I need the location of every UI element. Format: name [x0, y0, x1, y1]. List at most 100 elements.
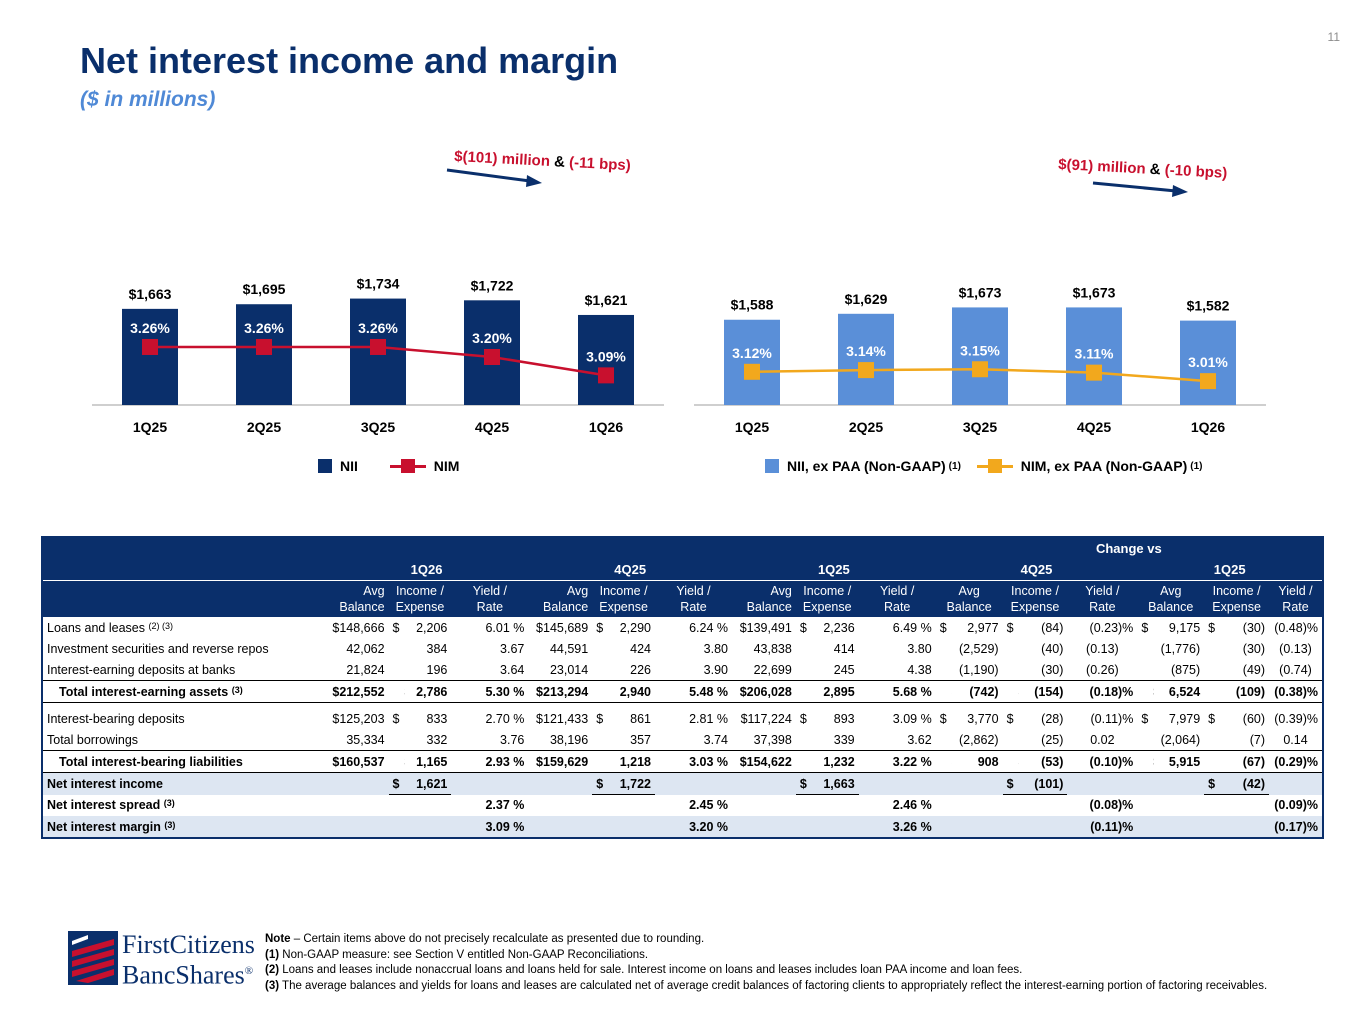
table-cell: $ — [592, 680, 609, 703]
table-header-period: 4Q25 — [935, 559, 1138, 581]
table-cell: $ — [388, 708, 405, 729]
table-cell: $159,629 — [528, 750, 593, 773]
logo-registered-mark: ® — [244, 965, 254, 977]
page-title: Net interest income and margin — [80, 40, 619, 81]
table-header-column: Yield / Rate — [655, 580, 732, 617]
table-cell: $ — [1204, 750, 1221, 773]
footnote-line: (3) The average balances and yields for … — [265, 979, 1325, 995]
table-cell — [1018, 816, 1068, 838]
table-cell: (28) — [1018, 708, 1068, 729]
table-cell — [592, 729, 609, 751]
table-cell: (1,190) — [951, 659, 1003, 681]
table-cell: (7) — [1220, 729, 1270, 751]
table-cell: (60) — [1220, 708, 1270, 729]
row-label-text: Interest-earning deposits at banks — [47, 662, 236, 677]
bar-label-1q25: $1,588 — [731, 297, 774, 313]
bar-1q25 — [122, 308, 178, 405]
change-arrow-head — [526, 175, 542, 187]
table-cell: 833 — [404, 708, 452, 729]
table-cell — [935, 638, 952, 659]
table-header-period: 4Q25 — [528, 559, 732, 581]
table-cell — [324, 816, 389, 838]
table-cell — [795, 794, 813, 816]
table-cell — [1137, 638, 1154, 659]
footnote-text: The average balances and yields for loan… — [279, 979, 1268, 992]
legend-item-nim-ex-paa: NIM, ex PAA (Non-GAAP) (1) — [976, 458, 1202, 474]
row-label-footnote: (3) — [164, 819, 176, 830]
table-cell: $ — [592, 750, 609, 773]
table-cell: 2.70 % — [451, 708, 529, 729]
table-cell: 1,621 — [404, 772, 452, 795]
table-cell: $ — [1137, 680, 1154, 703]
table-cell: 2,895 — [812, 680, 859, 703]
table-cell: $ — [1002, 750, 1019, 773]
x-tick-label-1q25: 1Q25 — [133, 419, 167, 435]
table-cell — [795, 638, 813, 659]
x-tick-label-2q25: 2Q25 — [849, 419, 883, 435]
bar-label-1q26: $1,582 — [1187, 298, 1230, 314]
table-cell: 3,770 — [951, 708, 1003, 729]
table-cell: 44,591 — [528, 638, 593, 659]
row-label-text: Net interest spread — [47, 798, 161, 813]
table-cell — [951, 772, 1003, 795]
table-row: Net interest margin (3) 3.09 % 3.20 % 3.26 … — [42, 816, 1323, 838]
legend-swatch-nim — [389, 459, 426, 473]
table-header-column: Income / Expense — [388, 580, 452, 617]
table-cell: 332 — [404, 729, 452, 751]
bar-label-1q26: $1,621 — [585, 292, 628, 308]
table-cell: 2.46 % — [858, 794, 936, 816]
logo-wordmark-line1: FirstCitizens — [122, 930, 255, 959]
table-cell: 42,062 — [324, 638, 389, 659]
table-cell — [404, 816, 452, 838]
table-cell — [951, 794, 1003, 816]
nii-ex-paa-chart: $1,588 1Q25 $1,629 2Q25 $1,673 3Q25 $1,673 4Q25… — [694, 156, 1266, 435]
table-cell: (30) — [1220, 638, 1270, 659]
table-cell: 3.64 — [451, 659, 529, 681]
table-header-column: Avg Balance — [935, 580, 1003, 617]
table-cell: (154) — [1018, 680, 1068, 703]
table-cell: 3.80 — [858, 638, 936, 659]
table-cell — [1137, 772, 1154, 795]
table-cell — [1137, 816, 1154, 838]
table-cell — [592, 794, 609, 816]
table-cell: (101) — [1018, 772, 1068, 795]
bar-label-2q25: $1,629 — [845, 291, 888, 307]
table-cell: 226 — [608, 659, 655, 681]
table-cell: 5.68 % — [858, 680, 936, 703]
table-cell: $ — [1002, 680, 1019, 703]
line-label-1q25: 3.26% — [130, 320, 170, 336]
change-annotation: $(91) million & (-10 bps) — [1058, 156, 1228, 182]
table-header-period: 1Q26 — [324, 559, 529, 581]
line-point-2q25 — [256, 338, 272, 355]
table-cell — [1137, 659, 1154, 681]
bar-3q25 — [952, 307, 1008, 405]
table-cell: 5.48 % — [655, 680, 732, 703]
table-cell — [1137, 794, 1154, 816]
table-cell: 1,232 — [812, 750, 859, 773]
table-cell: $ — [935, 708, 952, 729]
x-tick-label-2q25: 2Q25 — [247, 419, 281, 435]
logo-wordmark-line2-text: BancShares — [122, 960, 245, 990]
table-row-label: Interest-bearing deposits — [42, 708, 325, 729]
table-cell: (0.48)% — [1269, 617, 1323, 638]
table-cell: 5.30 % — [451, 680, 529, 703]
table-cell: 38,196 — [528, 729, 593, 751]
change-annotation-bps: (-10 bps) — [1164, 162, 1227, 182]
table-cell — [1002, 729, 1019, 751]
table-row: Net interest income $1,621 $1,722 $1,663 $ (1… — [42, 772, 1323, 795]
legend-note-nii-ex-paa: (1) — [948, 460, 961, 472]
bar-label-3q25: $1,673 — [959, 284, 1002, 300]
table-cell: 22,699 — [732, 659, 796, 681]
table-cell: $145,689 — [528, 617, 593, 638]
table-cell: (67) — [1220, 750, 1270, 773]
table-cell: (0.74) — [1269, 659, 1323, 681]
line-point-4q25 — [484, 349, 500, 365]
row-label-text: Investment securities and reverse repos — [47, 641, 269, 656]
line-point-1q25 — [744, 363, 760, 380]
table-cell: (0.18)% — [1067, 680, 1138, 703]
table-cell: (84) — [1018, 617, 1068, 638]
table-cell: 245 — [812, 659, 859, 681]
legend-item-nii: NII — [318, 458, 358, 474]
bar-1q26 — [578, 314, 634, 405]
line-point-4q25 — [1086, 364, 1102, 381]
